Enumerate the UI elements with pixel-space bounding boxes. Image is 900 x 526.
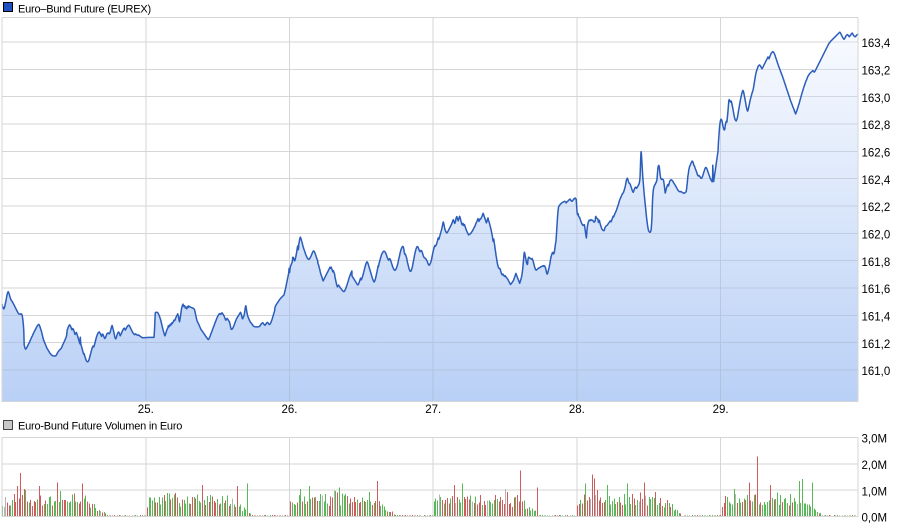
svg-text:26.: 26. bbox=[282, 404, 298, 416]
svg-text:27.: 27. bbox=[425, 404, 441, 416]
svg-text:162,4: 162,4 bbox=[862, 175, 891, 187]
svg-text:161,2: 161,2 bbox=[862, 339, 891, 351]
svg-text:162,0: 162,0 bbox=[862, 230, 891, 242]
svg-text:161,0: 161,0 bbox=[862, 366, 891, 378]
svg-text:3,0M: 3,0M bbox=[862, 434, 888, 446]
svg-text:161,8: 161,8 bbox=[862, 257, 891, 269]
svg-text:161,4: 161,4 bbox=[862, 312, 891, 324]
svg-text:163,4: 163,4 bbox=[862, 38, 891, 50]
svg-text:162,6: 162,6 bbox=[862, 148, 891, 160]
svg-text:162,2: 162,2 bbox=[862, 202, 891, 214]
svg-text:Euro–Bund Future (EUREX): Euro–Bund Future (EUREX) bbox=[18, 4, 151, 16]
svg-text:1,0M: 1,0M bbox=[862, 486, 888, 498]
svg-text:163,0: 163,0 bbox=[862, 93, 891, 105]
svg-text:28.: 28. bbox=[569, 404, 585, 416]
svg-text:161,6: 161,6 bbox=[862, 284, 891, 296]
svg-text:Euro-Bund Future Volumen in Eu: Euro-Bund Future Volumen in Euro bbox=[18, 421, 182, 433]
svg-text:0,0M: 0,0M bbox=[862, 513, 888, 525]
svg-text:25.: 25. bbox=[138, 404, 154, 416]
svg-text:2,0M: 2,0M bbox=[862, 460, 888, 472]
svg-text:163,2: 163,2 bbox=[862, 66, 891, 78]
svg-text:29.: 29. bbox=[713, 404, 729, 416]
svg-text:162,8: 162,8 bbox=[862, 120, 891, 132]
